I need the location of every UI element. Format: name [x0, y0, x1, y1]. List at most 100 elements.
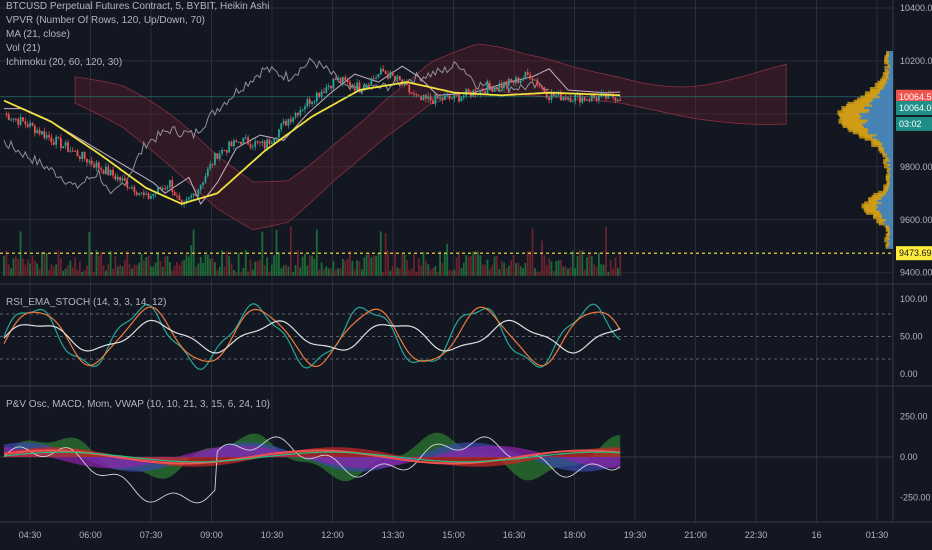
candle-body: [446, 95, 449, 97]
candle-body: [199, 185, 202, 190]
volume-bar: [102, 265, 105, 276]
candle-body: [543, 87, 546, 92]
candle-body: [249, 144, 252, 148]
volume-bar: [346, 258, 349, 276]
volume-bar: [304, 254, 306, 276]
candle-body: [308, 99, 311, 104]
volume-bar: [451, 270, 453, 276]
candle-body: [384, 71, 387, 74]
candle-body: [294, 112, 297, 118]
volume-bar: [285, 264, 287, 276]
volume-bar: [609, 260, 612, 276]
time-tick-label: 09:00: [200, 530, 223, 540]
volume-bar: [548, 258, 550, 276]
candle-body: [12, 118, 15, 120]
candle-body: [318, 92, 321, 97]
candle-body: [171, 180, 174, 192]
candle-body: [147, 193, 150, 199]
candle-body: [325, 87, 328, 93]
candle-body: [391, 71, 394, 76]
volume-bar: [344, 260, 347, 276]
time-tick-label: 10:30: [261, 530, 284, 540]
volume-bar: [178, 264, 181, 276]
volume-bar: [593, 264, 596, 276]
candle-body: [218, 153, 221, 159]
volume-bar: [410, 268, 413, 276]
volume-bar: [171, 270, 174, 276]
candle-body: [287, 119, 290, 126]
volume-bar: [586, 257, 588, 276]
candle-body: [311, 101, 313, 104]
volume-bar: [270, 264, 273, 276]
volume-bar: [223, 266, 226, 276]
candle-body: [503, 81, 505, 88]
volume-bar: [95, 250, 98, 276]
volume-bar: [14, 256, 17, 276]
volume-bar: [114, 256, 117, 276]
volume-bar: [358, 261, 361, 276]
volume-bar: [145, 257, 148, 276]
candle-body: [304, 106, 306, 110]
rsi-tick-label: 0.00: [900, 369, 918, 379]
volume-bar: [567, 268, 569, 276]
volume-bar: [507, 265, 510, 276]
candle-body: [235, 140, 238, 143]
candle-body: [52, 141, 55, 145]
candle-body: [515, 77, 517, 84]
legend-rsi[interactable]: RSI_EMA_STOCH (14, 3, 3, 14, 12): [6, 297, 167, 308]
candle-body: [552, 92, 555, 97]
time-tick-label: 21:00: [684, 530, 707, 540]
volume-bar: [31, 255, 34, 276]
legend-vol[interactable]: Vol (21): [6, 43, 41, 54]
volume-bar: [370, 257, 373, 276]
candle-body: [78, 156, 81, 159]
candle-body: [342, 77, 344, 83]
volume-bar: [545, 265, 548, 276]
volume-bar: [142, 260, 145, 276]
volume-bar: [41, 251, 43, 276]
candle-body: [29, 122, 31, 127]
volume-bar: [353, 268, 356, 276]
candle-body: [349, 81, 351, 87]
volume-bar: [169, 262, 171, 276]
candle-body: [590, 95, 593, 101]
candle-body: [531, 78, 534, 81]
candle-body: [107, 166, 110, 176]
candle-body: [59, 137, 62, 149]
volume-bar: [349, 251, 351, 276]
volume-bar: [166, 255, 169, 276]
candle-body: [240, 141, 242, 145]
candle-body: [332, 78, 335, 89]
volume-bar: [327, 268, 330, 276]
volume-bar: [278, 252, 280, 276]
volume-bar: [574, 268, 577, 276]
candle-body: [7, 114, 10, 121]
volume-bar: [52, 266, 55, 276]
volume-bar: [479, 255, 482, 276]
volume-bar: [510, 260, 513, 276]
volume-bar: [221, 250, 223, 276]
legend-ma[interactable]: MA (21, close): [6, 29, 70, 40]
volume-bar: [78, 261, 81, 276]
volume-bar: [235, 271, 238, 276]
candle-body: [313, 101, 316, 103]
volume-bar: [185, 254, 188, 276]
legend-vpvr[interactable]: VPVR (Number Of Rows, 120, Up/Down, 70): [6, 15, 205, 26]
candle-body: [116, 177, 119, 180]
price-badge: 9473.69: [896, 246, 932, 261]
legend-pv[interactable]: P&V Osc, MACD, Mom, VWAP (10, 10, 21, 3,…: [6, 399, 270, 410]
volume-bar: [266, 257, 268, 276]
candle-body: [486, 83, 489, 94]
candle-body: [26, 124, 29, 127]
volume-bar: [498, 269, 501, 276]
volume-bar: [26, 259, 29, 276]
volume-bar: [330, 268, 332, 276]
volume-bar: [202, 262, 204, 276]
volume-bar: [292, 271, 295, 276]
volume-bar: [86, 265, 88, 276]
volume-bar: [138, 262, 140, 276]
legend-ichimoku[interactable]: Ichimoku (20, 60, 120, 30): [6, 57, 123, 68]
candle-body: [616, 99, 619, 102]
volume-bar: [458, 251, 460, 276]
